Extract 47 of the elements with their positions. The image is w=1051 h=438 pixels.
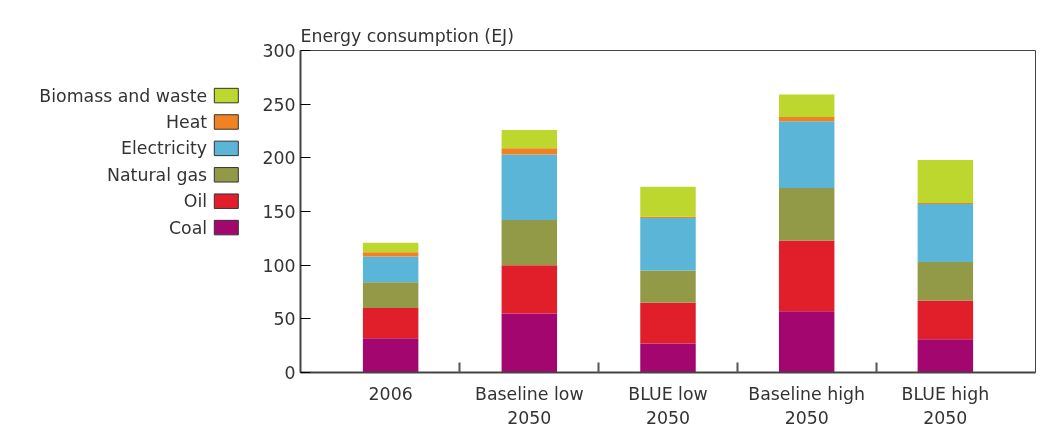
bar — [501, 313, 558, 373]
y-tick-label: 250 — [262, 94, 296, 115]
y-tick-label: 150 — [262, 202, 296, 222]
bar — [640, 186, 696, 217]
bar — [362, 242, 419, 253]
bar — [362, 282, 419, 309]
y-tick-label: 100 — [262, 255, 296, 276]
y-tick-label: 300 — [262, 41, 296, 61]
bar — [778, 94, 835, 118]
bar — [917, 159, 974, 203]
bar — [778, 121, 835, 188]
y-axis-title: Energy consumption (EJ) — [300, 25, 514, 46]
x-tick-label: Baseline high 2050 — [748, 383, 866, 428]
bar — [778, 187, 835, 241]
bar — [640, 217, 696, 271]
legend-label: Biomass and waste — [39, 85, 208, 106]
bar — [501, 129, 558, 149]
bar — [501, 154, 558, 221]
bar — [501, 148, 558, 155]
bar — [501, 220, 558, 266]
legend-label: Natural gas — [107, 164, 208, 185]
bar — [640, 343, 696, 373]
bar — [778, 117, 835, 122]
bar — [501, 265, 558, 314]
legend-label: Heat — [166, 111, 208, 132]
bar — [917, 339, 974, 373]
legend-label: Oil — [183, 191, 208, 212]
bar — [917, 261, 974, 301]
y-tick-label: 50 — [273, 309, 296, 330]
legend-label: Electricity — [121, 138, 208, 159]
bar — [362, 256, 419, 283]
legend-label: Coal — [168, 217, 208, 238]
bar — [640, 302, 696, 344]
bar — [362, 252, 419, 257]
bar — [778, 240, 835, 312]
bar — [640, 270, 696, 303]
x-tick-label: BLUE high 2050 — [901, 383, 990, 428]
y-tick-label: 0 — [284, 363, 296, 383]
x-tick-label: Baseline low 2050 — [475, 383, 584, 428]
x-tick-label: BLUE low 2050 — [628, 383, 708, 428]
y-tick-label: 200 — [262, 148, 296, 169]
x-tick-label: 2006 — [368, 383, 413, 404]
bar — [917, 203, 974, 262]
bar — [778, 311, 835, 373]
bar — [917, 300, 974, 340]
bar — [362, 308, 419, 339]
bar — [362, 338, 419, 373]
